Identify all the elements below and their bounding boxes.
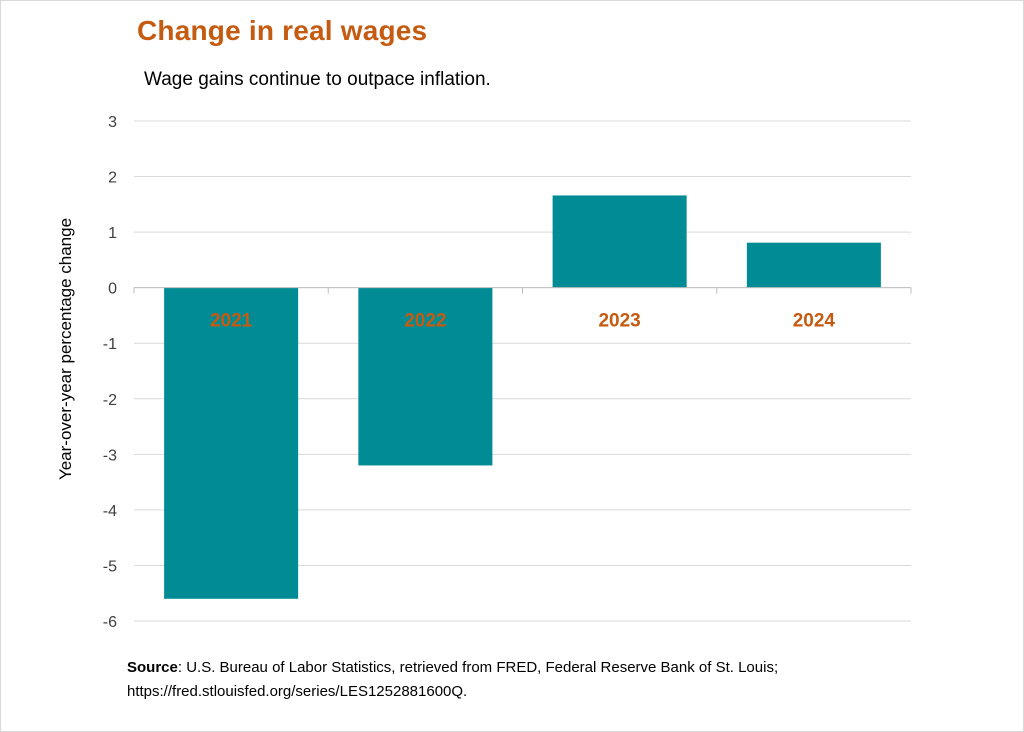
category-label-2021: 2021 [210,311,253,332]
y-axis-title: Year-over-year percentage change [56,218,75,480]
source-label: Source [127,659,178,676]
bar-2024 [746,242,881,288]
y-tick-label: -1 [103,336,117,353]
source-note: Source: U.S. Bureau of Labor Statistics,… [127,656,947,704]
source-text: : U.S. Bureau of Labor Statistics, retri… [177,659,779,676]
y-tick-label: 0 [108,281,117,298]
source-url: https://fred.stlouisfed.org/series/LES12… [127,683,468,700]
y-tick-label: 3 [108,114,117,131]
category-label-2023: 2023 [598,311,640,332]
bar-2022 [358,287,493,466]
y-tick-label: 1 [108,225,117,242]
chart-title: Change in real wages [137,15,428,46]
bar-2023 [552,195,687,288]
y-tick-label: -4 [103,503,117,520]
chart-subtitle: Wage gains continue to outpace inflation… [144,69,491,90]
y-tick-label: -2 [103,392,117,409]
category-label-2022: 2022 [404,311,446,332]
bar-chart: 3 2 1 0 -1 -2 -3 -4 -5 -6 Year-over-year percentag… [56,114,912,631]
y-tick-label: -3 [103,447,117,464]
y-tick-label: -6 [103,614,117,631]
category-label-2024: 2024 [793,311,836,332]
y-tick-label: -5 [103,558,117,575]
y-tick-label: 2 [108,170,117,187]
bar-2021 [164,287,299,599]
